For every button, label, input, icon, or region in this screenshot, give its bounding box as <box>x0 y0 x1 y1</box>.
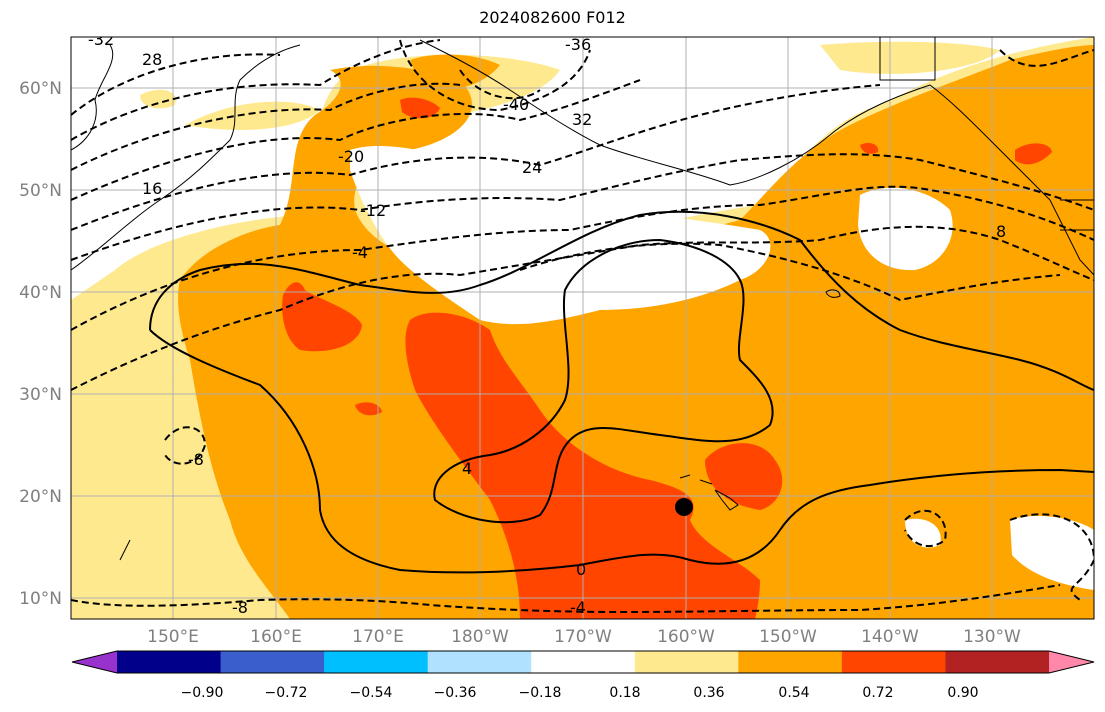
contour-label: -8 <box>232 598 248 617</box>
colorbar-extend-high <box>1049 651 1094 673</box>
contour-label: -4 <box>570 598 586 617</box>
colorbar-segment <box>324 651 429 673</box>
lon-label: 140°W <box>861 627 919 647</box>
colorbar-segment <box>531 651 636 673</box>
colorbar-segment <box>634 651 739 673</box>
contour-labels: -32 28 -36 -40 32 -20 24 16 -12 -4 8 4 -… <box>88 30 1006 617</box>
lon-label: 150°E <box>147 627 199 647</box>
lon-label: 170°W <box>554 627 612 647</box>
longitude-labels: 150°E 160°E 170°E 180°W 170°W 160°W 150°… <box>147 627 1021 647</box>
contour-label: -8 <box>188 450 204 469</box>
contour-label: 32 <box>572 110 592 129</box>
lon-label: 170°E <box>352 627 404 647</box>
coastlines <box>71 37 1094 561</box>
colorbar-tick-label: −0.90 <box>181 685 224 701</box>
lon-label: 180°W <box>451 627 509 647</box>
colorbar-segment <box>841 651 946 673</box>
lat-label: 20°N <box>19 487 62 507</box>
lat-label: 60°N <box>19 79 62 99</box>
storm-center-marker <box>675 498 693 516</box>
colorbar-tick-label: 0.36 <box>693 685 724 701</box>
colorbar-extend-low <box>72 651 117 673</box>
lat-label: 40°N <box>19 283 62 303</box>
lat-label: 10°N <box>19 589 62 609</box>
colorbar-tick-label: 0.90 <box>947 685 978 701</box>
colorbar-tick-label: 0.72 <box>862 685 893 701</box>
colorbar-tick-label: 0.54 <box>778 685 809 701</box>
colorbar <box>71 650 1095 674</box>
colorbar-outline <box>71 650 1095 674</box>
lat-label: 30°N <box>19 385 62 405</box>
lon-label: 150°W <box>759 627 817 647</box>
colorbar-segment <box>220 651 325 673</box>
contour-label: 0 <box>576 560 586 579</box>
colorbar-tick-label: −0.36 <box>434 685 477 701</box>
colorbar-tick-label: −0.72 <box>265 685 308 701</box>
contour-label: 4 <box>462 459 472 478</box>
contour-label: -12 <box>360 201 386 220</box>
solid-contours <box>149 210 1094 574</box>
colorbar-segment <box>117 651 222 673</box>
contour-label: -4 <box>352 243 368 262</box>
shading-orange <box>178 45 1094 619</box>
contour-label: -20 <box>338 147 364 166</box>
lon-label: 130°W <box>963 627 1021 647</box>
dashed-contours <box>71 39 1094 614</box>
gridlines <box>71 37 1094 619</box>
map-title: 2024082600 F012 <box>479 8 626 27</box>
map-plot-area: -32 28 -36 -40 32 -20 24 16 -12 -4 8 4 -… <box>71 30 1094 619</box>
contour-label: -36 <box>565 35 591 54</box>
shading-white <box>350 145 1094 590</box>
colorbar-tick-label: −0.54 <box>350 685 393 701</box>
lon-label: 160°W <box>657 627 715 647</box>
colorbar-segment <box>738 651 843 673</box>
map-frame <box>70 36 1095 620</box>
lon-label: 160°E <box>250 627 302 647</box>
contour-label: -32 <box>88 30 114 49</box>
contour-label: 28 <box>142 50 162 69</box>
lat-label: 50°N <box>19 181 62 201</box>
colorbar-tick-label: −0.18 <box>519 685 562 701</box>
contour-label: 16 <box>142 179 162 198</box>
latitude-labels: 60°N 50°N 40°N 30°N 20°N 10°N <box>19 79 62 609</box>
colorbar-segment <box>945 651 1050 673</box>
colorbar-ticks: −0.90 −0.72 −0.54 −0.36 −0.18 0.18 0.36 … <box>181 685 979 701</box>
colorbar-segment <box>427 651 532 673</box>
contour-label: 24 <box>522 158 542 177</box>
contour-label: -40 <box>503 95 529 114</box>
contour-label: 8 <box>996 222 1006 241</box>
colorbar-tick-label: 0.18 <box>609 685 640 701</box>
